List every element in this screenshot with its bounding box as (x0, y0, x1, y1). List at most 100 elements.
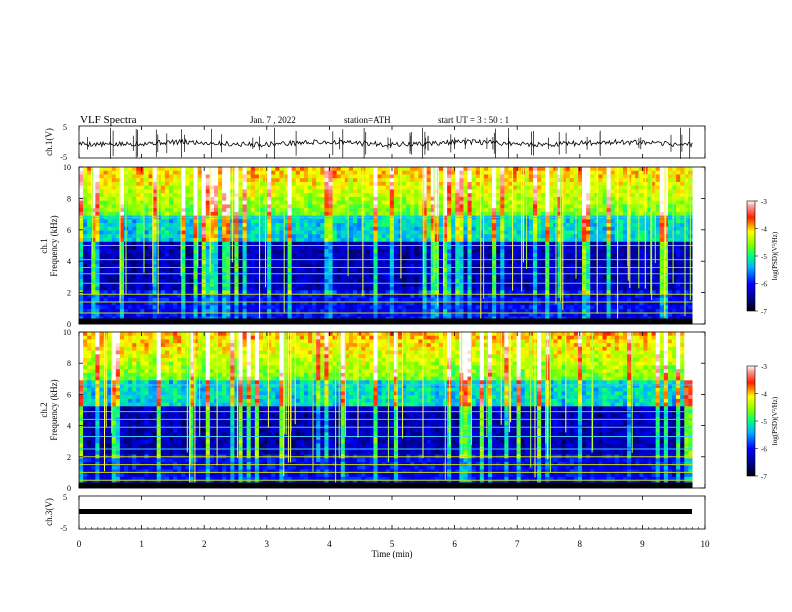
spectrogram-cell (173, 267, 178, 273)
spectrogram-cell (463, 234, 468, 239)
spectrogram-cell (361, 181, 366, 187)
spectrogram-cell (438, 286, 444, 291)
spectrogram-cell (475, 193, 481, 198)
spectrogram-cell (107, 200, 113, 205)
spectrogram-cell (418, 170, 423, 175)
spectrogram-cell (177, 208, 182, 213)
spectrogram-cell (132, 174, 137, 179)
spectrogram-cell (398, 200, 403, 205)
spectrogram-cell (549, 238, 554, 243)
spectrogram-cell (115, 189, 121, 194)
spectrogram-cell (213, 245, 219, 250)
spectrogram-cell (132, 286, 137, 291)
spectrogram-cell (201, 223, 207, 228)
spectrogram-cell (238, 208, 243, 213)
spectrogram-cell (434, 290, 440, 295)
spectrogram-cell (455, 208, 460, 213)
spectrogram-cell (541, 279, 546, 284)
spectrogram-cell (111, 260, 117, 265)
spectrogram-cell (340, 309, 346, 314)
spectrogram-cell (455, 226, 460, 231)
spectrogram-cell (91, 294, 96, 299)
spectrogram-cell (299, 196, 305, 202)
spectrogram-cell (209, 226, 215, 231)
spectrogram-cell (443, 181, 448, 187)
spectrogram-cell (385, 189, 391, 194)
spectrogram-cell (168, 170, 174, 175)
spectrogram-cell (250, 200, 256, 205)
spectrogram-cell (295, 223, 301, 228)
spectrogram-cell (422, 245, 428, 250)
spectrogram-cell (111, 189, 117, 194)
spectrogram-cell (238, 234, 243, 239)
spectrogram-cell (144, 241, 149, 246)
spectrogram-cell (328, 174, 333, 179)
spectrogram-cell (557, 196, 562, 202)
spectrogram-cell (463, 200, 468, 205)
spectrogram-cell (103, 290, 109, 295)
spectrogram-cell (83, 178, 88, 183)
spectrogram-cell (189, 181, 194, 187)
spectrogram-cell (177, 219, 182, 224)
spectrogram-cell (193, 167, 199, 172)
spectrogram-cell (512, 223, 518, 228)
spectrogram-cell (520, 312, 526, 317)
spectrogram-cell (402, 260, 407, 265)
spectrogram-cell (541, 260, 546, 265)
spectrogram-cell (128, 297, 133, 302)
spectrogram-cell (328, 245, 333, 250)
spectrogram-cell (95, 264, 100, 269)
spectrogram-cell (369, 223, 374, 228)
spectrogram-cell (459, 264, 464, 269)
spectrogram-cell (328, 230, 333, 235)
spectrogram-cell (197, 185, 203, 190)
spectrogram-cell (389, 241, 395, 246)
spectrogram-cell (353, 252, 358, 258)
spectrogram-cell (291, 241, 297, 246)
spectrogram-cell (492, 245, 497, 250)
spectrogram-cell (267, 181, 272, 187)
spectrogram-cell (483, 181, 489, 187)
spectrogram-cell (177, 167, 182, 172)
spectrogram-cell (275, 178, 280, 183)
spectrogram-cell (377, 245, 383, 250)
spectrogram-cell (377, 282, 383, 288)
spectrogram-cell (373, 219, 378, 224)
spectrogram-cell (189, 204, 194, 209)
spectrogram-cell (148, 211, 154, 216)
spectrogram-cell (136, 249, 141, 254)
spectrogram-cell (160, 279, 166, 284)
spectrogram-cell (168, 312, 174, 317)
spectrogram-cell (279, 282, 284, 288)
spectrogram-cell (136, 181, 141, 187)
spectrogram-cell (119, 252, 125, 258)
spectrogram-cell (483, 252, 489, 258)
spectrogram-cell (291, 208, 297, 213)
spectrogram-cell (516, 167, 522, 172)
spectrogram-cell (312, 200, 317, 205)
spectrogram-cell (99, 238, 104, 243)
spectrogram-cell (504, 174, 509, 179)
spectrogram-cell (463, 267, 468, 273)
spectrogram-cell (463, 193, 468, 198)
spectrogram-cell (91, 193, 96, 198)
spectrogram-cell (455, 234, 460, 239)
spectrogram-cell (447, 200, 452, 205)
spectrogram-cell (336, 249, 342, 254)
spectrogram-cell (467, 223, 473, 228)
spectrogram-cell (365, 226, 370, 231)
spectrogram-cell (189, 256, 194, 261)
spectrogram-cell (475, 174, 481, 179)
spectrogram-cell (541, 170, 546, 175)
spectrogram-cell (128, 241, 133, 246)
spectrogram-cell (385, 170, 391, 175)
spectrogram-cell (185, 211, 190, 216)
spectrogram-cell (328, 178, 333, 183)
spectrogram-cell (91, 234, 96, 239)
spectrogram-cell (267, 305, 272, 310)
spectrogram-cell (295, 230, 301, 235)
spectrogram-cell (475, 189, 481, 194)
spectrogram-cell (164, 301, 170, 306)
spectrogram-cell (365, 312, 370, 317)
spectrogram-cell (148, 226, 154, 231)
